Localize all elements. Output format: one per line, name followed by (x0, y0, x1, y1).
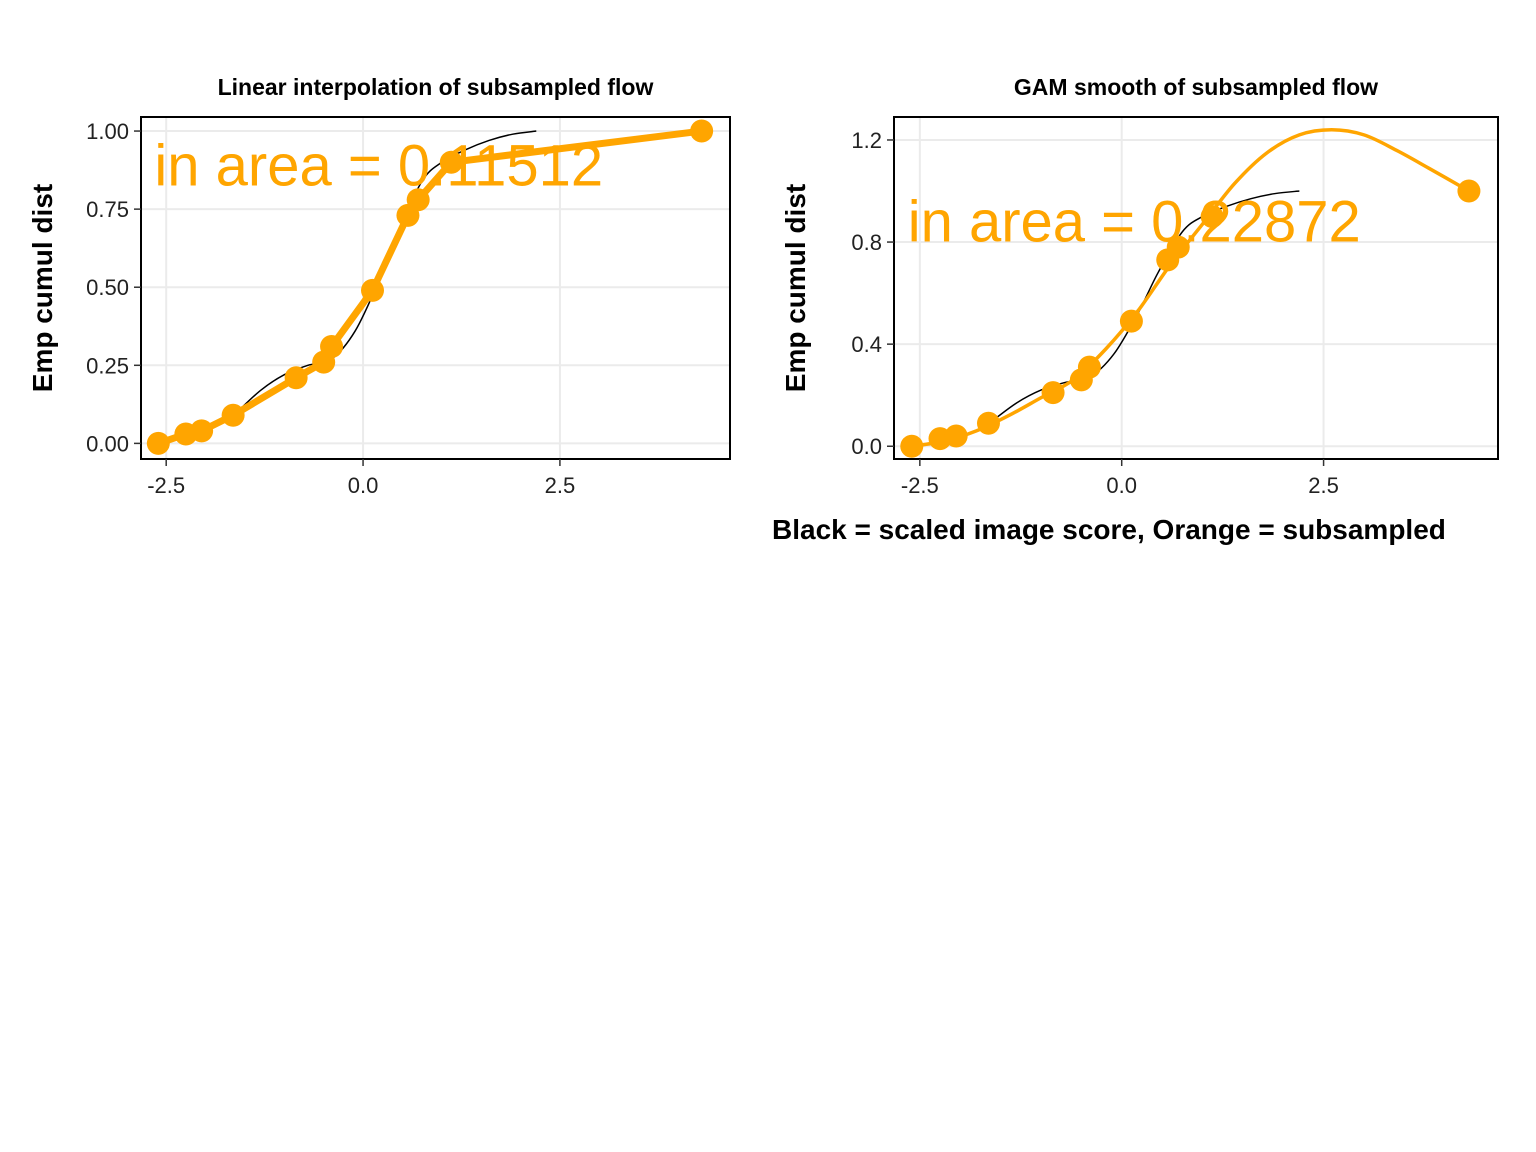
data-point (284, 366, 308, 390)
data-point (1200, 205, 1224, 229)
data-point (221, 403, 245, 427)
shared-x-axis-label: Black = scaled image score, Orange = sub… (772, 514, 1446, 545)
x-tick-label: 0.0 (348, 473, 379, 498)
data-point (1119, 309, 1143, 333)
y-tick-label: 0.00 (86, 431, 129, 456)
y-tick-label: 0.4 (851, 332, 882, 357)
plot-border (893, 116, 1499, 460)
data-point (944, 424, 968, 448)
data-point (146, 431, 170, 455)
data-point (1457, 179, 1481, 203)
y-axis-label: Emp cumul dist (27, 184, 58, 392)
y-tick-label: 0.8 (851, 230, 882, 255)
plot-border (140, 116, 731, 460)
x-tick-label: 2.5 (1308, 473, 1339, 498)
y-tick-label: 0.75 (86, 197, 129, 222)
x-tick-label: -2.5 (147, 473, 185, 498)
left-chart-panel: in area = 0.11512 0.00 0.25 0.50 0.75 1.00 -2.… (27, 74, 731, 498)
x-tick-label: 0.0 (1106, 473, 1137, 498)
x-tick-label: 2.5 (545, 473, 576, 498)
chart-title: GAM smooth of subsampled flow (1014, 74, 1378, 100)
data-point (320, 335, 344, 359)
data-point (1166, 235, 1190, 259)
x-tick-label: -2.5 (901, 473, 939, 498)
data-point (1077, 355, 1101, 379)
data-point (361, 278, 385, 302)
y-axis-label: Emp cumul dist (780, 184, 811, 392)
y-tick-label: 0.0 (851, 434, 882, 459)
data-point (406, 188, 430, 212)
data-point (690, 119, 714, 143)
data-point (900, 434, 924, 458)
y-tick-label: 0.50 (86, 275, 129, 300)
y-tick-label: 1.00 (86, 119, 129, 144)
data-point (1041, 381, 1065, 405)
data-point (190, 419, 214, 443)
chart-title: Linear interpolation of subsampled flow (218, 74, 654, 100)
area-annotation: in area = 0.22872 (908, 190, 1361, 255)
data-point (439, 150, 463, 174)
area-annotation: in area = 0.11512 (154, 133, 603, 198)
data-point (976, 411, 1000, 435)
right-chart-panel: in area = 0.22872 0.0 0.4 0.8 1.2 -2.5 0.0 2.5 G… (780, 74, 1499, 498)
plot-background (894, 117, 1498, 459)
y-tick-label: 1.2 (851, 128, 882, 153)
y-tick-label: 0.25 (86, 353, 129, 378)
